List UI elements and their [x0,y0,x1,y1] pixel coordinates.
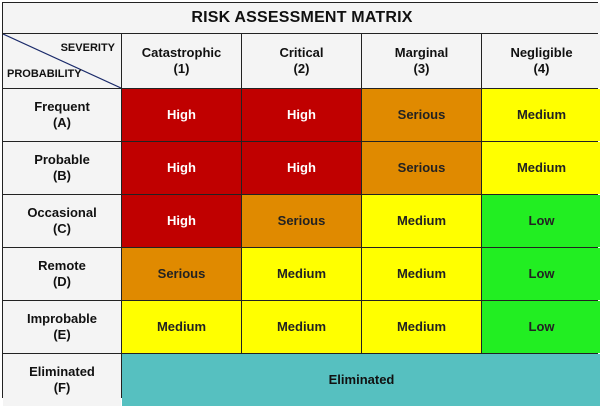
row-code: (C) [52,221,72,236]
risk-cell: Medium [362,248,481,300]
risk-cell: High [122,89,241,141]
risk-cell: High [242,89,361,141]
column-code: (2) [293,61,310,76]
risk-cell: Medium [242,301,361,353]
risk-cell: Serious [242,195,361,247]
row-code: (E) [53,327,71,342]
column-code: (3) [413,61,430,76]
row-name: Remote [38,258,86,273]
column-code: (4) [533,61,550,76]
matrix-title: RISK ASSESSMENT MATRIX [3,3,600,33]
row-code: (A) [52,115,72,130]
corner-diagonal-line [3,34,121,88]
row-code: (B) [52,168,72,183]
risk-cell: Low [482,301,600,353]
risk-cell: Low [482,195,600,247]
risk-cell: High [122,195,241,247]
probability-axis-label: PROBABILITY [7,68,82,80]
risk-cell: Medium [122,301,241,353]
row-header-probable: Probable (B) [3,142,121,194]
row-name: Eliminated [29,364,95,379]
column-name: Critical [279,45,324,60]
row-code: (D) [52,274,72,289]
row-header-eliminated: Eliminated (F) [3,354,121,406]
risk-cell: Medium [362,195,481,247]
column-header-negligible: Negligible (4) [482,34,600,88]
risk-cell: Medium [362,301,481,353]
row-name: Probable [34,152,90,167]
column-name: Marginal [394,45,449,60]
row-name: Occasional [27,205,97,220]
corner-header: SEVERITY PROBABILITY [3,34,121,88]
risk-cell: Medium [482,89,600,141]
column-header-marginal: Marginal (3) [362,34,481,88]
risk-cell: Serious [362,142,481,194]
eliminated-band: Eliminated [122,354,600,406]
row-name: Frequent [34,99,90,114]
risk-cell: High [122,142,241,194]
risk-cell: Medium [482,142,600,194]
column-header-catastrophic: Catastrophic (1) [122,34,241,88]
row-header-improbable: Improbable (E) [3,301,121,353]
row-code: (F) [53,380,71,395]
risk-cell: Serious [122,248,241,300]
row-header-occasional: Occasional (C) [3,195,121,247]
risk-cell: Medium [242,248,361,300]
row-name: Improbable [26,311,98,326]
risk-cell: Low [482,248,600,300]
row-header-frequent: Frequent (A) [3,89,121,141]
severity-axis-label: SEVERITY [60,42,115,54]
column-name: Catastrophic [141,45,222,60]
column-code: (1) [173,61,190,76]
column-header-critical: Critical (2) [242,34,361,88]
risk-cell: High [242,142,361,194]
risk-cell: Serious [362,89,481,141]
row-header-remote: Remote (D) [3,248,121,300]
column-name: Negligible [510,45,573,60]
